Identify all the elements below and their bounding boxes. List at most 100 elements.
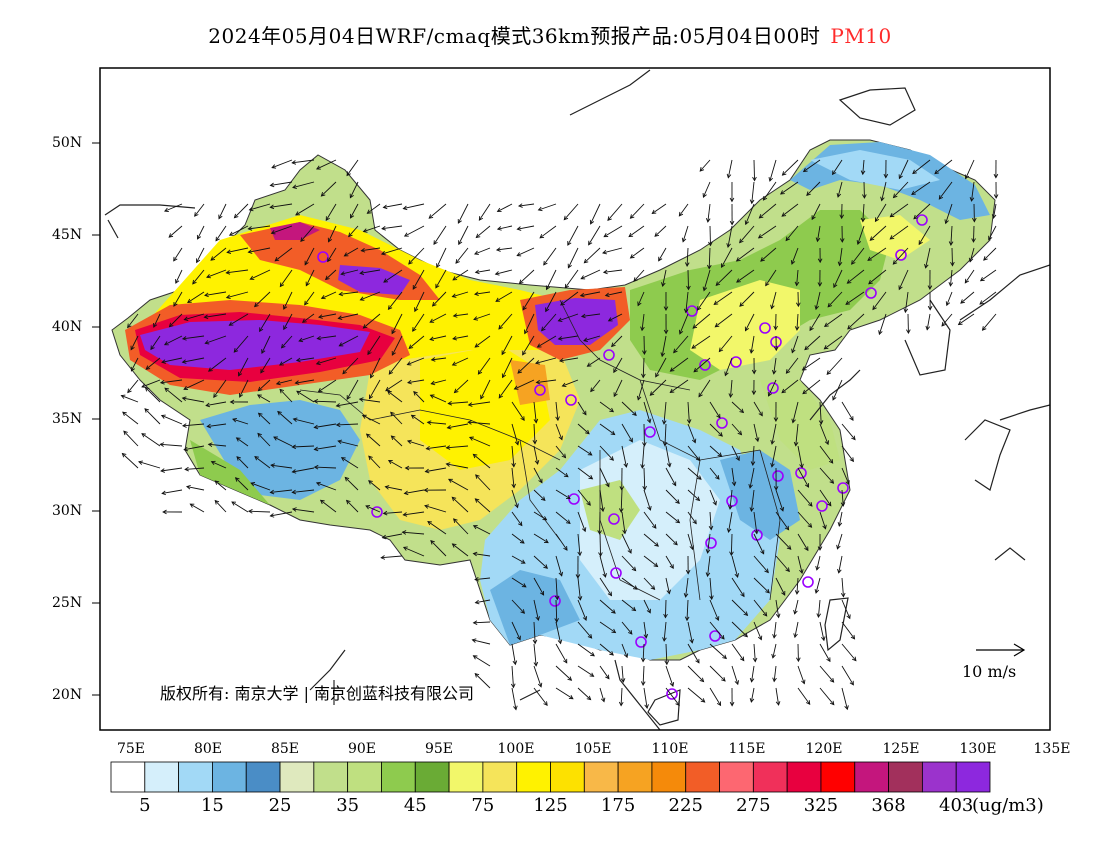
wind-arrow: [292, 159, 315, 164]
wind-arrow: [564, 269, 579, 289]
wind-arrow-head: [806, 191, 811, 196]
wind-arrow: [868, 269, 887, 285]
wind-arrow: [543, 247, 557, 266]
wind-arrow: [862, 159, 865, 175]
wind-arrow-head: [228, 321, 234, 326]
wind-arrow: [302, 313, 315, 323]
wind-arrow-head: [475, 474, 480, 479]
wind-arrow: [473, 525, 491, 535]
wind-arrow: [851, 247, 865, 265]
wind-arrow: [685, 577, 689, 598]
wind-arrow-head: [795, 302, 801, 308]
wind-arrow-head: [361, 414, 367, 419]
wind-arrow-head: [455, 259, 460, 264]
wind-arrow-head: [325, 216, 330, 222]
wind-arrow-head: [250, 482, 256, 487]
wind-arrow: [383, 203, 403, 208]
wind-arrow-head: [737, 430, 743, 436]
wind-arrow: [819, 401, 822, 424]
wind-arrow-head: [972, 217, 977, 223]
wind-arrow-head: [644, 704, 649, 710]
wind-arrow: [533, 687, 548, 706]
wind-arrow: [293, 418, 315, 425]
wind-arrow: [533, 401, 537, 423]
wind-arrow: [941, 313, 953, 327]
lon-label: 80E: [193, 741, 223, 757]
wind-arrow: [703, 269, 711, 291]
wind-arrow-head: [979, 276, 985, 282]
wind-arrow-head: [889, 235, 895, 240]
wind-arrow: [832, 379, 843, 401]
wind-arrow-head: [342, 369, 347, 375]
wind-arrow: [964, 269, 975, 284]
wind-arrow-head: [141, 383, 147, 388]
wind-arrow-head: [845, 300, 851, 305]
wind-arrow-head: [829, 677, 835, 683]
wind-arrow-head: [519, 539, 525, 544]
wind-arrow: [497, 203, 513, 212]
wind-arrow: [407, 357, 425, 366]
wind-arrow: [160, 379, 183, 384]
wind-arrow: [687, 533, 694, 550]
wind-arrow: [599, 621, 616, 633]
wind-arrow-head: [586, 695, 592, 701]
wind-arrow: [753, 599, 768, 617]
wind-arrow-head: [750, 461, 756, 466]
wind-arrow-head: [501, 373, 507, 379]
wind-arrow-head: [563, 215, 569, 221]
wind-arrow: [533, 489, 546, 501]
wind-arrow-head: [892, 260, 898, 265]
wind-arrow: [279, 269, 293, 287]
wind-arrow: [408, 247, 425, 265]
wind-arrow: [327, 247, 337, 262]
wind-arrow-head: [414, 307, 419, 313]
wind-arrow-head: [845, 480, 850, 486]
wind-arrow: [533, 555, 548, 569]
wind-arrow-head: [410, 414, 416, 420]
wind-arrow: [577, 467, 593, 480]
wind-arrow-head: [275, 380, 281, 386]
wind-arrow: [213, 379, 227, 398]
wind-arrow-head: [662, 441, 668, 447]
wind-arrow-head: [814, 588, 820, 594]
wind-arrow-head: [663, 613, 668, 619]
wind-arrow: [819, 423, 829, 445]
wind-arrow-head: [650, 585, 656, 590]
wind-arrow-head: [564, 283, 570, 289]
wind-arrow-head: [669, 682, 675, 687]
wind-arrow-head: [337, 315, 343, 320]
wind-arrow: [838, 511, 843, 527]
wind-arrow: [541, 313, 557, 331]
wind-arrow: [452, 543, 469, 557]
wind-arrow: [745, 313, 755, 331]
wind-arrow: [511, 643, 516, 665]
wind-arrow-head: [382, 204, 388, 210]
wind-arrow: [577, 423, 590, 435]
wind-arrow: [736, 269, 755, 283]
wind-arrow-head: [545, 307, 550, 313]
wind-arrow: [753, 643, 756, 662]
colorbar-swatch: [381, 761, 416, 793]
wind-arrow: [314, 423, 337, 428]
wind-arrow: [584, 247, 601, 264]
wind-arrow: [316, 159, 337, 170]
wind-arrow: [731, 621, 748, 638]
wind-arrow-head: [121, 452, 127, 458]
wind-arrow: [749, 467, 755, 489]
wind-arrow-head: [844, 705, 849, 711]
wind-arrow-head: [801, 679, 806, 685]
wind-arrow-head: [637, 301, 642, 307]
wind-arrow-head: [632, 411, 637, 417]
wind-arrow: [468, 421, 491, 425]
wind-arrow: [271, 464, 293, 469]
wind-arrow-head: [889, 212, 895, 218]
wind-arrow: [468, 401, 491, 406]
wind-arrow-head: [295, 211, 300, 216]
wind-arrow-head: [433, 240, 438, 246]
wind-arrow-head: [689, 545, 694, 551]
wind-arrow-head: [187, 298, 192, 303]
wind-arrow-head: [474, 672, 480, 678]
wind-arrow: [259, 313, 271, 332]
wind-arrow-head: [714, 322, 720, 328]
lon-label: 90E: [347, 741, 377, 757]
